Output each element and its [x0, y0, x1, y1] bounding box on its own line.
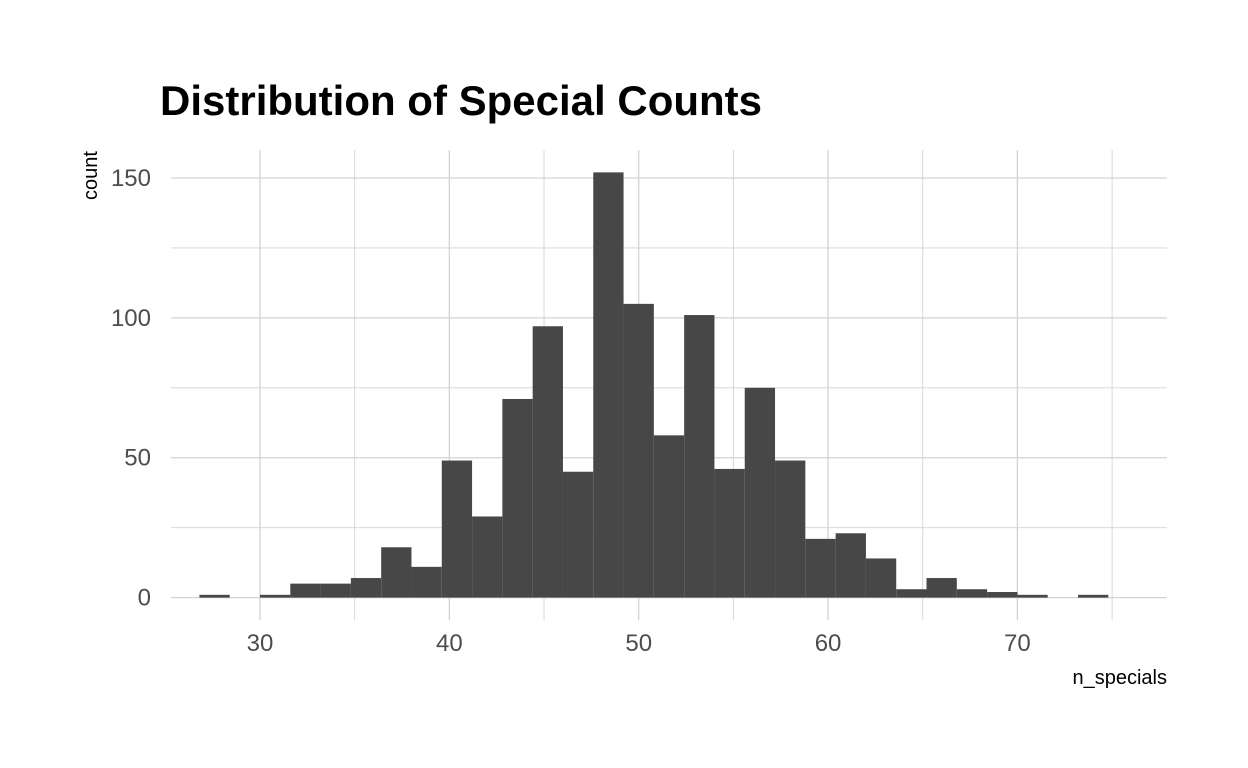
histogram-bar: [562, 471, 594, 598]
histogram-bar: [865, 558, 897, 598]
histogram-bar: [259, 594, 291, 598]
histogram-bar: [1017, 594, 1048, 598]
x-tick-label: 60: [815, 630, 842, 657]
histogram-bar: [593, 172, 624, 598]
histogram-bar: [896, 589, 927, 598]
y-tick-label: 50: [124, 445, 151, 472]
histogram-bar: [472, 516, 503, 598]
x-tick-label: 70: [1004, 630, 1031, 657]
y-axis-ticks: 0 50 100 150: [111, 165, 151, 612]
histogram-bar: [502, 398, 533, 598]
histogram-bars: [199, 172, 1109, 598]
histogram-bar: [714, 468, 745, 598]
histogram-bar: [350, 578, 382, 598]
histogram-bar: [744, 387, 776, 598]
histogram-bar: [956, 589, 988, 598]
y-tick-label: 0: [138, 585, 151, 612]
histogram-bar: [835, 533, 866, 598]
x-axis-title: n_specials: [1072, 667, 1167, 689]
histogram-bar: [805, 538, 836, 598]
histogram-bar: [1078, 594, 1109, 598]
chart-title: Distribution of Special Counts: [160, 77, 762, 124]
histogram-bar: [199, 594, 230, 598]
histogram-bar: [441, 460, 473, 598]
histogram-bar: [381, 547, 412, 598]
histogram-bar: [653, 435, 685, 598]
x-tick-label: 30: [247, 630, 274, 657]
x-tick-label: 50: [625, 630, 652, 657]
histogram-bar: [926, 578, 957, 598]
histogram-bar: [623, 303, 654, 598]
x-tick-label: 40: [436, 630, 463, 657]
histogram-bar: [987, 592, 1018, 598]
histogram-bar: [290, 583, 321, 598]
histogram-bar: [684, 315, 715, 598]
histogram-bar: [411, 566, 442, 598]
histogram-bar: [532, 326, 563, 598]
y-tick-label: 100: [111, 305, 151, 332]
y-tick-label: 150: [111, 165, 151, 192]
histogram-bar: [775, 460, 806, 598]
histogram-bar: [320, 583, 351, 598]
y-axis-title: count: [80, 151, 102, 200]
x-axis-ticks: 30 40 50 60 70: [247, 630, 1031, 657]
